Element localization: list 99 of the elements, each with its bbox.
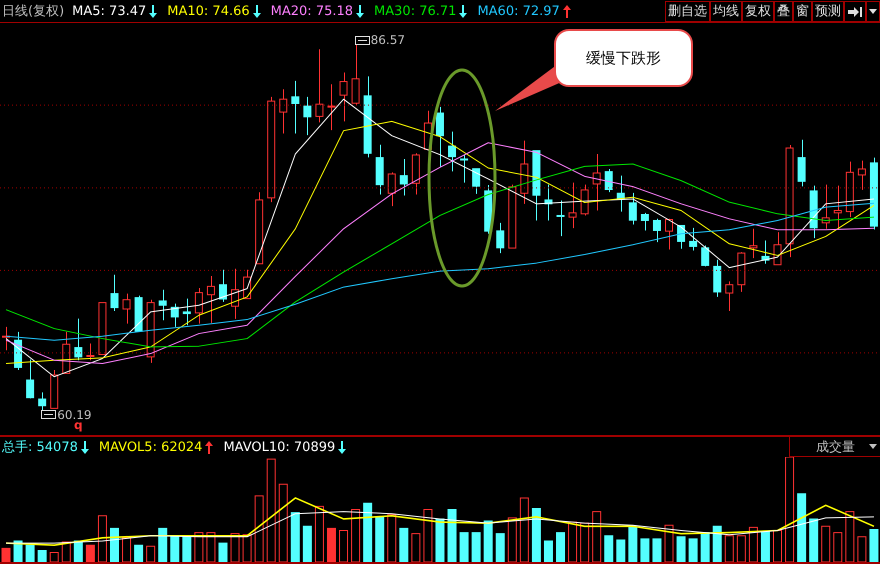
text: 删自选: [665, 1, 710, 22]
bar: [760, 531, 770, 562]
candlestick: [749, 228, 758, 259]
candlestick: [496, 222, 504, 254]
candlestick: [388, 172, 396, 207]
candlestick: [556, 200, 565, 237]
text: 复权: [742, 1, 774, 22]
candlestick: [436, 106, 444, 168]
candlestick: [725, 280, 734, 312]
candlestick: [460, 154, 468, 184]
candlestick: [448, 131, 456, 172]
bar: [797, 493, 806, 562]
bar: [869, 528, 878, 562]
text: MA10: 74.66: [167, 4, 251, 18]
candlestick: [580, 184, 589, 216]
candlestick: [701, 244, 710, 267]
text: MA60: 72.97: [477, 4, 561, 18]
text: MAVOL5: 62024: [98, 440, 204, 454]
bar: [604, 535, 614, 562]
candlestick: [122, 293, 131, 324]
text: MAVOL10: 70899: [223, 440, 336, 454]
bar: [616, 539, 626, 562]
text: 日线(复权): [2, 3, 64, 20]
candlestick: [628, 192, 637, 225]
candlestick: [592, 153, 601, 211]
bar: [676, 536, 686, 562]
candlestick: [652, 218, 661, 243]
bar: [435, 518, 444, 562]
candlestick: [279, 88, 288, 134]
candlestick: [472, 168, 480, 194]
candlestick: [858, 160, 866, 190]
candlestick: [665, 218, 674, 250]
bar: [134, 544, 144, 562]
candlestick: [86, 343, 94, 361]
candlestick: [110, 274, 118, 312]
bar: [712, 526, 722, 562]
bar: [652, 538, 662, 562]
bar: [532, 508, 541, 562]
candlestick: [315, 48, 324, 123]
bar: [496, 533, 505, 562]
candlestick: [400, 158, 408, 196]
bar: [399, 528, 408, 562]
candlestick: [568, 182, 577, 229]
candlestick: [74, 318, 82, 361]
annotation: 缓慢下跌形: [555, 30, 692, 86]
bar: [363, 502, 372, 562]
bar: [700, 532, 710, 562]
bar: [448, 509, 457, 562]
bar: [544, 540, 553, 562]
bar: [86, 544, 95, 562]
text: MA30: 76.71: [374, 4, 458, 18]
candlestick: [170, 303, 179, 328]
bar: [170, 536, 180, 562]
bar: [110, 528, 119, 562]
candlestick: [291, 80, 300, 134]
candlestick: [604, 168, 613, 193]
bar: [218, 542, 228, 562]
candlestick: [194, 288, 203, 324]
bar: [688, 538, 698, 562]
bar: [809, 518, 818, 562]
text: 叠: [774, 1, 793, 22]
bar: [628, 526, 638, 562]
bar: [375, 516, 384, 562]
text: 窗: [793, 1, 812, 22]
candlestick: [303, 96, 312, 136]
candlestick: [182, 298, 191, 326]
text: MA5: 73.47: [72, 4, 148, 18]
candlestick: [26, 359, 34, 399]
bar: [38, 550, 47, 562]
candlestick: [218, 269, 227, 302]
text: 预测: [812, 1, 844, 22]
candlestick: [158, 289, 167, 321]
bar: [182, 535, 192, 562]
candlestick: [38, 392, 46, 411]
annotation: 86.57: [370, 33, 405, 47]
bar: [472, 532, 481, 562]
candlestick: [798, 139, 806, 187]
candlestick: [340, 72, 348, 122]
bar: [640, 538, 650, 562]
bar: [290, 512, 300, 562]
text: 成交量: [816, 438, 855, 456]
bar: [158, 528, 168, 562]
text: MA20: 75.18: [270, 4, 354, 18]
bar: [326, 528, 336, 562]
candlestick: [640, 212, 649, 231]
bar: [302, 526, 312, 562]
bar: [26, 544, 35, 562]
bar: [2, 548, 10, 562]
candlestick: [834, 185, 842, 230]
bar: [556, 532, 566, 562]
bar: [460, 532, 469, 562]
bar: [14, 540, 23, 562]
candlestick: [689, 227, 698, 251]
bar: [74, 540, 83, 562]
text: 总手: 54078: [2, 439, 79, 456]
text: 均线: [710, 1, 742, 22]
candlestick: [327, 84, 336, 131]
candlestick: [206, 275, 215, 324]
bar: [484, 520, 493, 562]
